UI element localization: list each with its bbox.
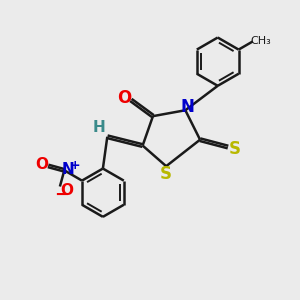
Text: S: S <box>229 140 241 158</box>
Text: −: − <box>54 186 69 204</box>
Text: N: N <box>181 98 195 116</box>
Text: +: + <box>69 158 80 172</box>
Text: O: O <box>60 182 73 197</box>
Text: S: S <box>160 165 172 183</box>
Text: CH₃: CH₃ <box>250 36 271 46</box>
Text: N: N <box>61 162 74 177</box>
Text: O: O <box>117 88 131 106</box>
Text: H: H <box>93 120 105 135</box>
Text: O: O <box>35 157 48 172</box>
